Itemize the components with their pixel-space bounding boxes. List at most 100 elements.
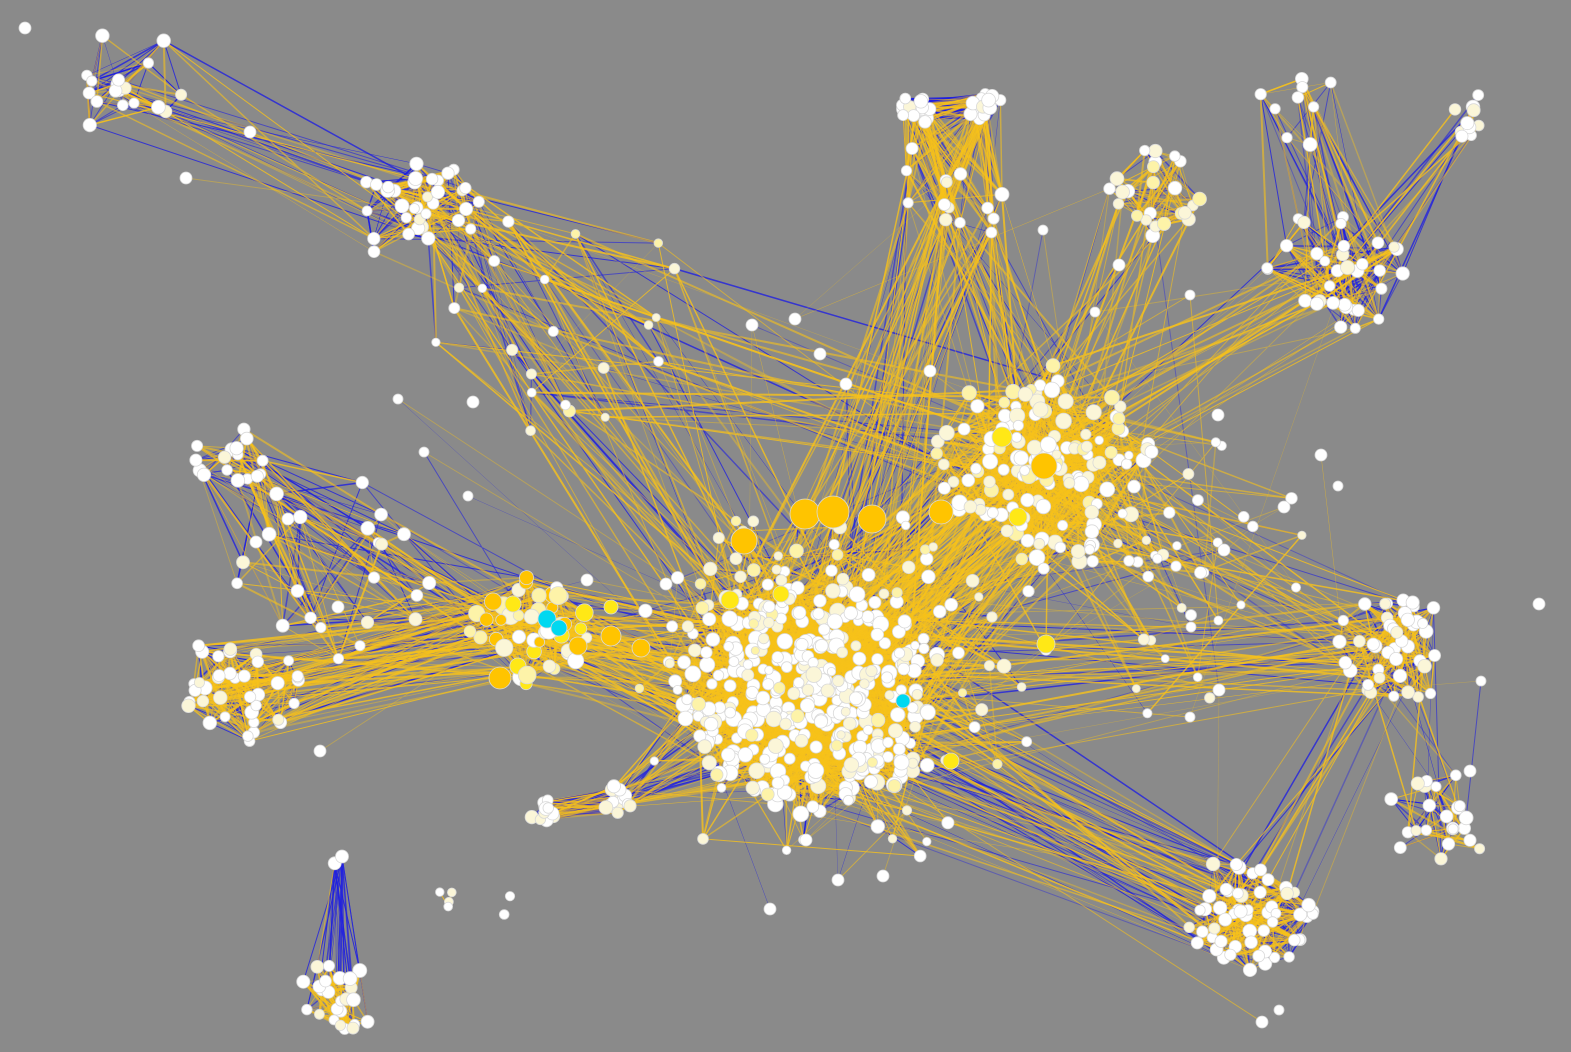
graph-node[interactable] — [741, 668, 755, 682]
graph-node[interactable] — [697, 739, 712, 754]
graph-node-isolated[interactable] — [839, 377, 853, 391]
graph-node[interactable] — [1288, 933, 1301, 947]
graph-node[interactable] — [677, 710, 694, 727]
graph-node[interactable] — [332, 653, 345, 665]
graph-node[interactable] — [861, 610, 875, 624]
graph-node[interactable] — [836, 646, 848, 659]
graph-node[interactable] — [892, 742, 906, 756]
graph-node[interactable] — [1332, 634, 1347, 649]
graph-node[interactable] — [192, 639, 205, 652]
graph-node[interactable] — [748, 618, 759, 629]
graph-node[interactable] — [360, 520, 376, 536]
graph-node[interactable] — [1252, 949, 1265, 963]
graph-node[interactable] — [502, 215, 515, 228]
graph-node[interactable] — [504, 891, 516, 902]
graph-node[interactable] — [828, 539, 840, 551]
graph-node[interactable] — [1131, 684, 1141, 693]
graph-node[interactable] — [1269, 951, 1281, 964]
graph-node[interactable] — [261, 526, 277, 542]
graph-node-isolated[interactable] — [1463, 764, 1477, 778]
graph-node[interactable] — [196, 694, 210, 708]
graph-node-cyan-node-3[interactable] — [895, 693, 911, 709]
graph-node[interactable] — [750, 646, 760, 656]
graph-node[interactable] — [181, 698, 196, 714]
graph-node[interactable] — [1388, 690, 1400, 702]
graph-node[interactable] — [244, 690, 257, 704]
graph-node[interactable] — [237, 669, 251, 683]
graph-node[interactable] — [897, 614, 912, 629]
graph-node[interactable] — [1005, 383, 1021, 400]
graph-node-isolated[interactable] — [788, 312, 802, 326]
graph-node[interactable] — [1002, 488, 1015, 501]
graph-node-isolated[interactable] — [331, 600, 345, 614]
graph-node[interactable] — [759, 753, 771, 765]
graph-node[interactable] — [1237, 510, 1250, 523]
graph-node[interactable] — [868, 595, 882, 609]
graph-node[interactable] — [221, 464, 233, 476]
graph-node[interactable] — [1131, 209, 1144, 222]
graph-node[interactable] — [446, 887, 457, 898]
graph-node[interactable] — [1020, 492, 1035, 508]
graph-node[interactable] — [1236, 600, 1246, 610]
graph-node[interactable] — [830, 739, 843, 752]
graph-node[interactable] — [1232, 887, 1244, 900]
graph-node[interactable] — [1055, 412, 1072, 430]
graph-node[interactable] — [643, 320, 654, 330]
graph-node[interactable] — [431, 337, 441, 347]
graph-node[interactable] — [1013, 450, 1029, 466]
graph-node-isolated[interactable] — [799, 833, 813, 847]
graph-node[interactable] — [519, 570, 534, 585]
graph-node-gold-hub-6[interactable] — [1030, 452, 1058, 480]
graph-node[interactable] — [653, 356, 664, 367]
graph-node-isolated[interactable] — [813, 347, 827, 361]
graph-node[interactable] — [878, 588, 890, 600]
graph-node[interactable] — [1257, 924, 1271, 937]
graph-node[interactable] — [1319, 255, 1331, 267]
graph-node[interactable] — [360, 615, 375, 629]
graph-node[interactable] — [703, 561, 718, 577]
graph-node-isolated[interactable] — [418, 446, 430, 458]
graph-node[interactable] — [236, 555, 250, 570]
graph-node[interactable] — [1219, 882, 1233, 896]
graph-node[interactable] — [240, 431, 254, 446]
graph-node-isolated[interactable] — [1211, 408, 1225, 422]
graph-node[interactable] — [202, 715, 218, 731]
graph-node[interactable] — [90, 95, 104, 108]
graph-node-isolated[interactable] — [1255, 1015, 1269, 1029]
graph-node[interactable] — [723, 641, 734, 652]
graph-node[interactable] — [826, 613, 843, 630]
graph-node[interactable] — [937, 481, 951, 495]
graph-node[interactable] — [905, 142, 919, 155]
graph-node[interactable] — [1417, 659, 1432, 674]
graph-node[interactable] — [272, 713, 285, 726]
graph-node[interactable] — [1192, 494, 1204, 507]
graph-node[interactable] — [799, 698, 815, 714]
graph-node[interactable] — [256, 454, 269, 467]
graph-node[interactable] — [859, 678, 870, 689]
graph-node[interactable] — [1458, 810, 1474, 826]
graph-node[interactable] — [814, 714, 829, 729]
graph-node[interactable] — [653, 238, 664, 248]
graph-node[interactable] — [997, 463, 1010, 476]
graph-node[interactable] — [498, 909, 510, 920]
graph-node-isolated[interactable] — [392, 393, 404, 405]
graph-node[interactable] — [128, 97, 140, 109]
graph-node[interactable] — [710, 768, 724, 782]
graph-node[interactable] — [1472, 89, 1485, 101]
graph-node[interactable] — [666, 620, 679, 633]
graph-node[interactable] — [1434, 852, 1448, 866]
graph-node[interactable] — [755, 690, 771, 706]
graph-node[interactable] — [773, 551, 784, 561]
graph-node[interactable] — [1167, 180, 1183, 196]
graph-node[interactable] — [382, 180, 395, 194]
graph-node[interactable] — [1028, 549, 1046, 566]
graph-node[interactable] — [1213, 615, 1224, 626]
graph-node[interactable] — [963, 500, 978, 514]
graph-node[interactable] — [861, 568, 876, 582]
graph-node[interactable] — [697, 833, 709, 845]
graph-node[interactable] — [465, 223, 477, 235]
graph-node[interactable] — [1335, 218, 1347, 230]
graph-node[interactable] — [773, 681, 786, 695]
graph-node[interactable] — [917, 632, 930, 645]
graph-node[interactable] — [342, 971, 358, 986]
